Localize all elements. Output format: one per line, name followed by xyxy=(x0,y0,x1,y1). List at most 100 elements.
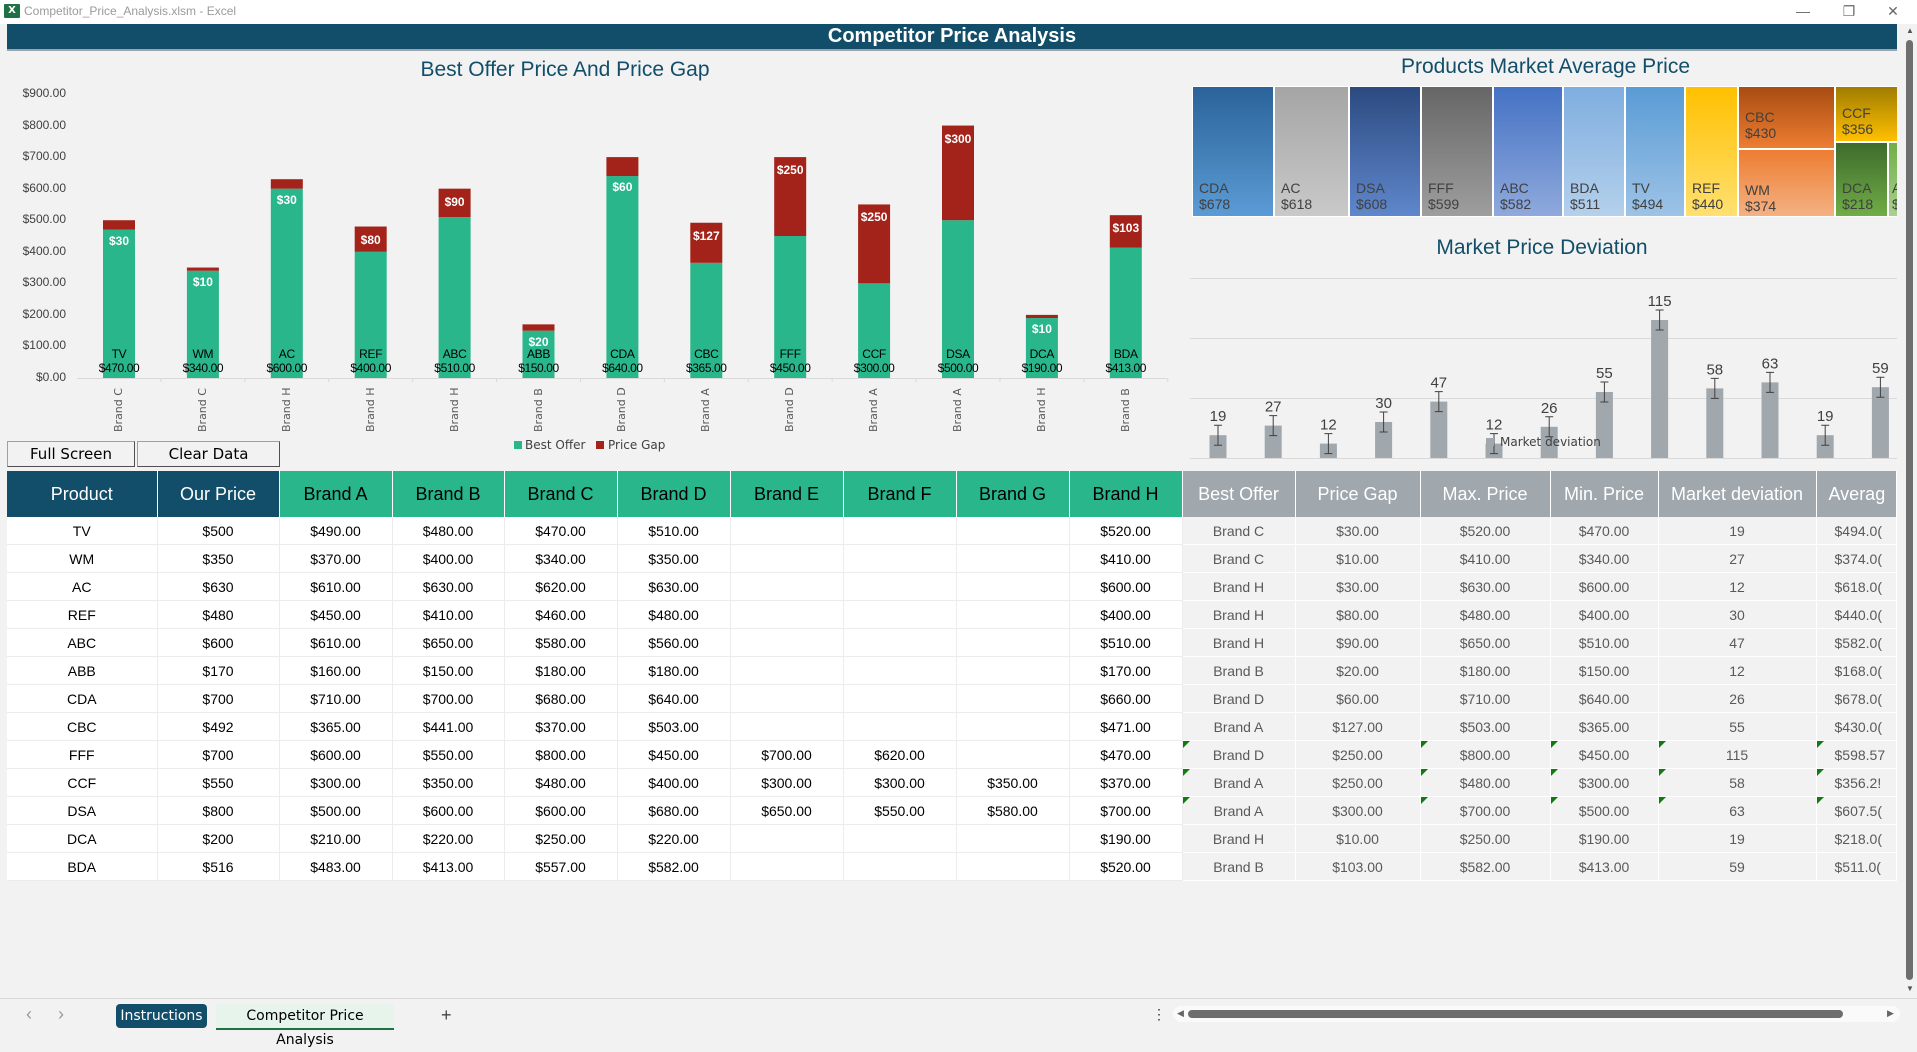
table-cell[interactable]: $710.00 xyxy=(1420,684,1551,713)
error-indicator-icon[interactable] xyxy=(1816,769,1824,776)
column-header[interactable]: Brand H xyxy=(1069,471,1183,517)
error-indicator-icon[interactable] xyxy=(1420,797,1428,804)
table-cell[interactable]: $470.00 xyxy=(1069,740,1183,769)
table-cell[interactable]: $620.00 xyxy=(504,572,618,601)
table-cell[interactable] xyxy=(843,628,957,657)
table-cell[interactable]: DCA xyxy=(7,824,158,853)
table-cell[interactable]: $580.00 xyxy=(504,628,618,657)
table-cell[interactable]: CBC xyxy=(7,712,158,741)
table-cell[interactable] xyxy=(956,544,1070,573)
table-cell[interactable] xyxy=(956,656,1070,685)
error-indicator-icon[interactable] xyxy=(1816,741,1824,748)
table-cell[interactable]: $610.00 xyxy=(279,628,393,657)
table-cell[interactable]: $600.00 xyxy=(504,796,618,825)
table-cell[interactable]: $610.00 xyxy=(279,572,393,601)
tab-competitor-price-analysis[interactable]: Competitor Price Analysis xyxy=(216,1004,394,1048)
table-cell[interactable]: Brand A xyxy=(1182,768,1296,797)
table-cell[interactable]: FFF xyxy=(7,740,158,769)
table-cell[interactable]: $370.00 xyxy=(1069,768,1183,797)
table-cell[interactable]: $600 xyxy=(157,628,280,657)
table-cell[interactable]: $370.00 xyxy=(279,544,393,573)
scroll-left-icon[interactable]: ◀ xyxy=(1177,1008,1184,1018)
error-indicator-icon[interactable] xyxy=(1658,797,1666,804)
table-cell[interactable] xyxy=(956,684,1070,713)
table-cell[interactable]: $340.00 xyxy=(504,544,618,573)
table-cell[interactable]: REF xyxy=(7,600,158,629)
table-cell[interactable]: $510.00 xyxy=(1550,628,1659,657)
table-cell[interactable]: Brand H xyxy=(1182,628,1296,657)
table-cell[interactable]: $350.00 xyxy=(956,768,1070,797)
table-cell[interactable]: $700 xyxy=(157,684,280,713)
error-indicator-icon[interactable] xyxy=(1550,769,1558,776)
table-cell[interactable]: AC xyxy=(7,572,158,601)
table-cell[interactable]: $356.2! xyxy=(1816,768,1897,797)
table-cell[interactable]: $582.0( xyxy=(1816,628,1897,657)
table-cell[interactable]: $300.00 xyxy=(843,768,957,797)
table-cell[interactable]: $170.00 xyxy=(1069,656,1183,685)
column-header[interactable]: Brand C xyxy=(504,471,618,517)
table-cell[interactable]: $400.00 xyxy=(392,544,505,573)
table-cell[interactable]: $607.5( xyxy=(1816,796,1897,825)
table-cell[interactable]: $700.00 xyxy=(1420,796,1551,825)
table-cell[interactable]: $400.00 xyxy=(1069,600,1183,629)
table-cell[interactable]: $480 xyxy=(157,600,280,629)
column-header[interactable]: Price Gap xyxy=(1295,471,1421,517)
table-cell[interactable]: 19 xyxy=(1658,824,1817,853)
table-cell[interactable]: $413.00 xyxy=(1550,852,1659,881)
table-cell[interactable]: $483.00 xyxy=(279,852,393,881)
table-cell[interactable]: 30 xyxy=(1658,600,1817,629)
table-cell[interactable]: $170 xyxy=(157,656,280,685)
column-header[interactable]: Market deviation xyxy=(1658,471,1817,517)
minimize-button[interactable]: — xyxy=(1783,0,1823,24)
table-cell[interactable]: $520.00 xyxy=(1069,852,1183,881)
table-cell[interactable]: Brand H xyxy=(1182,824,1296,853)
table-cell[interactable]: $200 xyxy=(157,824,280,853)
table-cell[interactable]: $710.00 xyxy=(279,684,393,713)
table-cell[interactable]: $150.00 xyxy=(392,656,505,685)
scroll-up-icon[interactable]: ▲ xyxy=(1906,26,1914,35)
error-indicator-icon[interactable] xyxy=(1658,741,1666,748)
table-cell[interactable]: 26 xyxy=(1658,684,1817,713)
table-cell[interactable]: $500.00 xyxy=(1550,796,1659,825)
table-cell[interactable]: 27 xyxy=(1658,544,1817,573)
table-cell[interactable]: $450.00 xyxy=(617,740,731,769)
table-cell[interactable] xyxy=(956,628,1070,657)
table-cell[interactable]: $620.00 xyxy=(843,740,957,769)
clear-data-button[interactable]: Clear Data xyxy=(137,441,280,467)
table-cell[interactable]: $441.00 xyxy=(392,712,505,741)
error-indicator-icon[interactable] xyxy=(1550,797,1558,804)
table-cell[interactable]: $400.00 xyxy=(617,768,731,797)
table-cell[interactable]: $600.00 xyxy=(1550,572,1659,601)
column-header[interactable]: Product xyxy=(7,471,158,517)
table-cell[interactable]: 58 xyxy=(1658,768,1817,797)
table-cell[interactable] xyxy=(956,824,1070,853)
table-cell[interactable]: $630.00 xyxy=(1420,572,1551,601)
table-cell[interactable]: $471.00 xyxy=(1069,712,1183,741)
vertical-scroll-thumb[interactable] xyxy=(1906,40,1913,980)
table-cell[interactable] xyxy=(730,712,844,741)
table-cell[interactable]: $480.00 xyxy=(617,600,731,629)
prev-sheet-button[interactable]: ‹ xyxy=(26,1004,32,1025)
table-cell[interactable]: $598.57 xyxy=(1816,740,1897,769)
full-screen-button[interactable]: Full Screen xyxy=(7,441,135,467)
column-header[interactable]: Our Price xyxy=(157,471,280,517)
table-cell[interactable]: $490.00 xyxy=(279,517,393,545)
table-cell[interactable]: $494.0( xyxy=(1816,517,1897,545)
error-indicator-icon[interactable] xyxy=(1816,797,1824,804)
table-cell[interactable]: Brand A xyxy=(1182,712,1296,741)
table-cell[interactable] xyxy=(730,824,844,853)
table-cell[interactable] xyxy=(956,600,1070,629)
table-cell[interactable]: $492 xyxy=(157,712,280,741)
table-cell[interactable] xyxy=(843,712,957,741)
column-header[interactable]: Best Offer xyxy=(1182,471,1296,517)
table-cell[interactable]: $10.00 xyxy=(1295,824,1421,853)
error-indicator-icon[interactable] xyxy=(1420,769,1428,776)
table-cell[interactable]: 59 xyxy=(1658,852,1817,881)
table-cell[interactable] xyxy=(730,628,844,657)
table-cell[interactable] xyxy=(843,656,957,685)
table-cell[interactable]: $800.00 xyxy=(504,740,618,769)
column-header[interactable]: Max. Price xyxy=(1420,471,1551,517)
table-cell[interactable] xyxy=(730,517,844,545)
table-cell[interactable]: $470.00 xyxy=(504,517,618,545)
table-cell[interactable]: $410.00 xyxy=(392,600,505,629)
